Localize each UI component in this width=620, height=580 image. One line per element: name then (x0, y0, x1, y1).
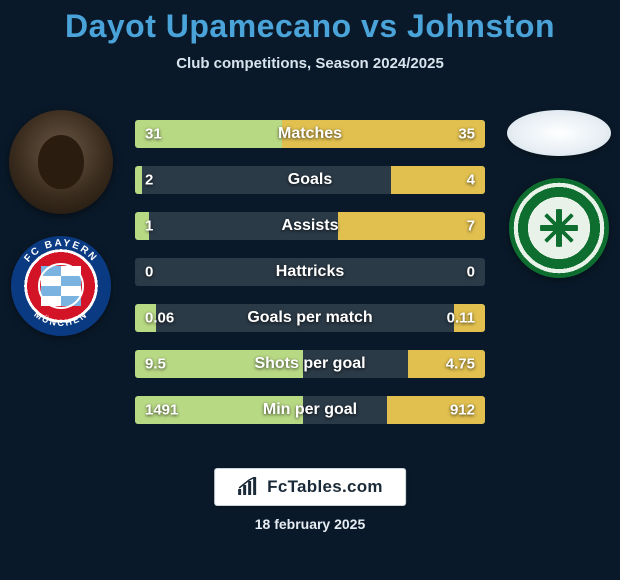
stat-row: 0 0 Hattricks (135, 258, 485, 286)
stat-label: Min per goal (263, 401, 357, 419)
stat-label: Goals (288, 171, 332, 189)
right-player-column (504, 110, 614, 278)
stat-row: 1 7 Assists (135, 212, 485, 240)
stat-label: Hattricks (276, 263, 344, 281)
stats-bars: 31 35 Matches 2 4 Goals 1 7 Assists 0 0 Hattricks 0.… (135, 120, 485, 424)
left-player-avatar (9, 110, 113, 214)
stat-row: 2 4 Goals (135, 166, 485, 194)
stat-value-left: 0.06 (145, 310, 174, 327)
stat-label: Matches (278, 125, 342, 143)
stat-value-right: 7 (467, 218, 475, 235)
right-player-avatar (507, 110, 611, 156)
footer-brand-text: FcTables.com (267, 477, 383, 497)
stat-value-left: 2 (145, 172, 153, 189)
chart-icon (237, 477, 259, 497)
stat-value-left: 1 (145, 218, 153, 235)
stat-row: 9.5 4.75 Shots per goal (135, 350, 485, 378)
stat-label: Goals per match (247, 309, 372, 327)
stat-value-right: 4.75 (446, 356, 475, 373)
left-player-column: FC BAYERN MÜNCHEN (6, 110, 116, 336)
stat-value-left: 31 (145, 126, 162, 143)
stat-value-left: 9.5 (145, 356, 166, 373)
stat-value-right: 35 (458, 126, 475, 143)
stat-label: Shots per goal (254, 355, 365, 373)
svg-text:FC BAYERN: FC BAYERN (22, 238, 99, 265)
right-club-badge (509, 178, 609, 278)
stat-bar-right (338, 212, 485, 240)
stat-value-right: 0.11 (447, 310, 475, 327)
stat-bar-left (135, 166, 142, 194)
stat-value-right: 912 (450, 402, 475, 419)
stat-row: 31 35 Matches (135, 120, 485, 148)
stat-value-right: 0 (467, 264, 475, 281)
footer-brand-badge: FcTables.com (214, 468, 406, 506)
page-title: Dayot Upamecano vs Johnston (0, 0, 620, 45)
stat-label: Assists (282, 217, 339, 235)
svg-text:MÜNCHEN: MÜNCHEN (32, 309, 89, 328)
page-subtitle: Club competitions, Season 2024/2025 (0, 55, 620, 72)
stat-row: 1491 912 Min per goal (135, 396, 485, 424)
bayern-logo-icon: FC BAYERN MÜNCHEN (11, 236, 111, 336)
footer-date: 18 february 2025 (255, 516, 366, 532)
stat-row: 0.06 0.11 Goals per match (135, 304, 485, 332)
stat-value-right: 4 (467, 172, 475, 189)
left-club-badge: FC BAYERN MÜNCHEN (11, 236, 111, 336)
stat-value-left: 1491 (145, 402, 178, 419)
stat-value-left: 0 (145, 264, 153, 281)
